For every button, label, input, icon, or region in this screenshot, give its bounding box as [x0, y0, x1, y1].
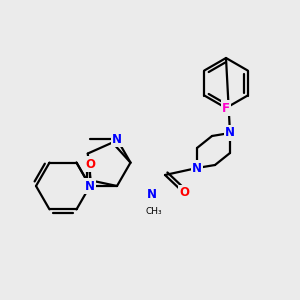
Text: N: N — [147, 188, 157, 202]
Text: O: O — [85, 158, 95, 170]
Text: N: N — [192, 161, 202, 175]
Text: F: F — [222, 101, 230, 115]
Text: N: N — [225, 127, 235, 140]
Text: CH₃: CH₃ — [146, 206, 162, 215]
Text: N: N — [85, 179, 95, 193]
Text: N: N — [112, 133, 122, 146]
Text: O: O — [179, 187, 189, 200]
